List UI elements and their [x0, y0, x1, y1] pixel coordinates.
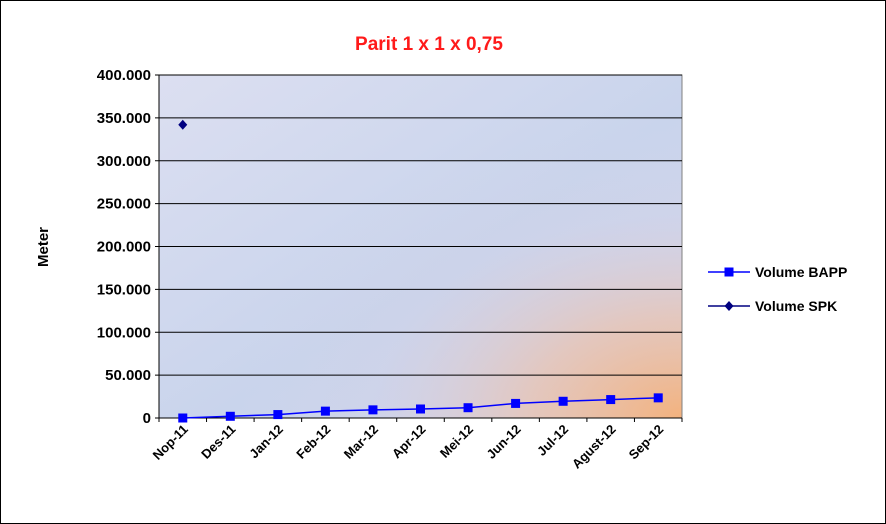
x-tick-label: Des-11 — [198, 422, 238, 462]
y-tick-label: 250.000 — [97, 196, 151, 213]
data-point — [178, 119, 188, 130]
series-layer — [178, 119, 663, 423]
y-tick-label: 0 — [143, 410, 151, 427]
gridlines — [159, 74, 682, 376]
legend-marker — [724, 301, 734, 311]
legend-label: Volume SPK — [755, 298, 837, 314]
data-point — [368, 405, 378, 415]
series-volume-spk — [178, 119, 188, 130]
x-tick-label: Jun-12 — [483, 422, 523, 462]
y-axis-ticks: 0 50.000 100.000 150.000 200.000 250.000 300.0… — [97, 67, 159, 427]
legend-item: Volume BAPP — [708, 264, 847, 280]
y-axis-label: Meter — [35, 227, 52, 267]
x-tick-label: Nop-11 — [150, 422, 191, 463]
plot-area — [158, 74, 683, 419]
x-tick-label: Mar-12 — [341, 422, 381, 462]
legend-label: Volume BAPP — [755, 264, 847, 280]
x-axis-ticks: Nop-11 Des-11 Jan-12 Feb-12 Mar-12 Apr-12 Mei-… — [150, 418, 683, 472]
x-tick-label: Mei-12 — [437, 422, 476, 461]
y-tick-label: 200.000 — [97, 239, 151, 256]
x-tick-label: Jul-12 — [534, 422, 571, 459]
x-tick-label: Agust-12 — [569, 422, 619, 472]
data-point — [178, 413, 188, 423]
y-tick-label: 150.000 — [97, 281, 151, 298]
data-point — [416, 404, 425, 414]
series-volume-bapp — [178, 393, 663, 423]
y-tick-label: 100.000 — [97, 324, 151, 341]
y-tick-label: 400.000 — [97, 67, 151, 84]
y-tick-label: 50.000 — [105, 367, 151, 384]
data-point — [558, 396, 568, 406]
data-point — [511, 398, 521, 408]
x-tick-label: Jan-12 — [246, 422, 286, 462]
legend-marker — [724, 267, 734, 277]
y-tick-label: 350.000 — [97, 110, 151, 127]
data-point — [653, 393, 663, 403]
chart-title: Parit 1 x 1 x 0,75 — [355, 34, 503, 55]
data-point — [606, 395, 616, 405]
data-point — [463, 403, 473, 413]
data-point — [320, 406, 330, 416]
x-tick-label: Apr-12 — [389, 422, 429, 462]
legend: Volume BAPP Volume SPK — [708, 264, 847, 314]
x-tick-label: Feb-12 — [293, 422, 333, 462]
legend-item: Volume SPK — [708, 298, 837, 314]
y-tick-label: 300.000 — [97, 153, 151, 170]
data-point — [225, 411, 235, 421]
data-point — [273, 410, 283, 420]
x-tick-label: Sep-12 — [626, 422, 667, 463]
